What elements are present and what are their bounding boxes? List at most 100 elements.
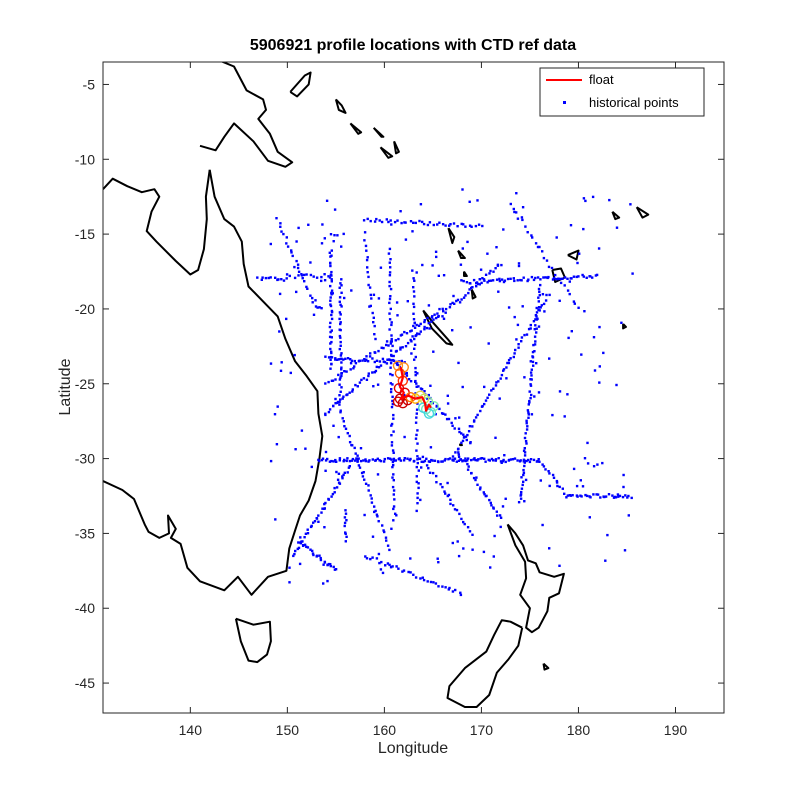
historical-point [329,262,332,265]
y-tick-label: -20 [75,301,95,317]
historical-point [525,428,529,431]
historical-point [626,496,629,499]
historical-point [498,514,502,517]
historical-point [415,412,418,415]
historical-point [447,588,450,591]
historical-point [347,466,351,469]
historical-point [408,459,411,462]
historical-point [286,245,290,248]
historical-point [402,569,406,572]
historical-point [307,223,310,226]
historical-point [367,275,370,279]
historical-point [381,571,385,575]
historical-point [582,197,586,200]
historical-point [523,447,526,450]
historical-point [461,460,464,463]
historical-point [389,372,392,376]
historical-point [416,492,419,495]
historical-point [340,245,343,248]
coastline [611,210,621,221]
historical-point [631,272,634,275]
historical-point [390,434,393,437]
coastline [199,62,294,168]
historical-point [332,460,335,463]
historical-point [391,485,395,489]
historical-point [364,482,368,485]
historical-point [310,524,313,528]
historical-point [523,454,527,457]
historical-point [446,402,450,405]
historical-point [536,276,540,279]
historical-point [385,340,389,343]
historical-point [581,485,585,488]
historical-point [550,266,554,270]
historical-point [537,391,541,394]
historical-point [374,337,377,341]
historical-point [392,489,396,492]
chart-title: 5906921 profile locations with CTD ref d… [250,37,576,54]
historical-point [513,315,516,319]
historical-point [418,457,422,460]
historical-point [376,473,380,476]
historical-point [377,520,380,523]
historical-point [385,539,388,542]
historical-point [522,276,525,279]
historical-point [399,348,402,351]
historical-point [513,457,517,460]
historical-point [458,512,461,516]
historical-point [306,532,310,535]
historical-point [417,482,420,485]
historical-point [288,566,291,569]
historical-point [476,199,479,202]
historical-point [337,373,340,377]
historical-point [324,459,328,462]
coastline [334,98,347,114]
historical-point [336,478,340,481]
historical-point [415,433,418,437]
historical-point [413,337,416,341]
x-tick-label: 170 [470,722,494,738]
historical-point [374,351,377,354]
historical-point [409,571,412,574]
historical-point [483,279,486,282]
historical-point [389,390,393,394]
historical-point [456,540,459,543]
historical-point [456,298,460,302]
historical-point [451,301,454,305]
historical-point [555,479,559,483]
coastline [459,442,463,447]
historical-point [389,287,393,291]
historical-point [542,465,546,468]
historical-point [329,304,333,308]
historical-point [285,277,288,280]
historical-point [406,341,410,345]
historical-point [583,457,587,460]
historical-point [414,370,417,374]
historical-point [346,357,350,360]
historical-point [391,383,394,386]
historical-point [526,231,529,234]
historical-point [558,564,561,567]
historical-point [396,219,399,222]
historical-point [495,381,498,384]
historical-point [388,284,391,288]
historical-point [422,460,425,464]
historical-point [566,277,569,280]
historical-point [427,467,430,470]
historical-point [389,295,392,298]
historical-point [548,484,551,488]
historical-point [431,471,435,475]
historical-point [339,354,343,357]
historical-point [392,479,395,482]
historical-point [565,496,568,499]
historical-point [369,219,372,223]
historical-point [585,494,589,498]
historical-point [330,310,334,314]
historical-point [329,303,332,306]
historical-point [372,385,375,388]
historical-point [552,277,556,280]
historical-point [444,224,447,227]
historical-point [556,484,559,488]
historical-point [486,252,489,255]
historical-point [524,225,527,228]
